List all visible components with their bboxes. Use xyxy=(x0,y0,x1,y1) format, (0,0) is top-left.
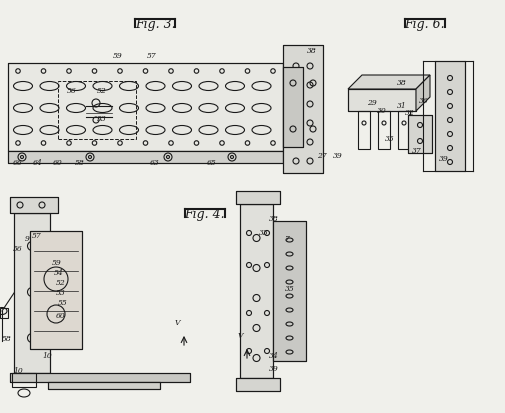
Text: 39: 39 xyxy=(269,365,279,373)
Bar xyxy=(14,213,50,373)
Bar xyxy=(435,61,465,171)
Bar xyxy=(8,151,283,163)
Bar xyxy=(8,151,283,163)
Bar xyxy=(408,115,432,153)
Bar xyxy=(14,213,50,373)
Bar xyxy=(10,373,190,382)
Text: 32: 32 xyxy=(405,109,415,117)
Text: 55: 55 xyxy=(58,299,68,307)
Text: 56: 56 xyxy=(67,87,77,95)
Text: 39: 39 xyxy=(439,155,449,163)
Bar xyxy=(240,204,273,378)
Bar xyxy=(30,231,82,349)
Bar xyxy=(240,204,273,378)
Text: 66: 66 xyxy=(13,159,23,167)
Text: 54: 54 xyxy=(54,269,64,277)
Text: 38: 38 xyxy=(269,215,279,223)
Bar xyxy=(358,111,370,149)
Text: 10: 10 xyxy=(13,367,23,375)
Text: V: V xyxy=(237,332,243,340)
Bar xyxy=(10,197,58,213)
Bar xyxy=(30,231,82,349)
Text: 29: 29 xyxy=(367,99,377,107)
Bar xyxy=(273,221,306,361)
Text: 36: 36 xyxy=(419,97,429,105)
Bar xyxy=(58,81,136,139)
Bar xyxy=(378,111,390,149)
Text: 37: 37 xyxy=(412,147,422,155)
Bar xyxy=(10,373,190,382)
Text: 52: 52 xyxy=(56,279,66,287)
Text: 64: 64 xyxy=(33,159,43,167)
Text: 63: 63 xyxy=(150,159,160,167)
Polygon shape xyxy=(348,75,430,89)
Bar xyxy=(348,89,416,111)
Text: 60: 60 xyxy=(56,312,66,320)
Text: Fig. 4.: Fig. 4. xyxy=(185,208,225,221)
Text: 65: 65 xyxy=(207,159,217,167)
Bar xyxy=(8,63,283,151)
Bar xyxy=(283,67,303,147)
Bar xyxy=(236,378,280,391)
Text: 38: 38 xyxy=(397,79,407,87)
Text: 58: 58 xyxy=(2,335,12,343)
Text: 39: 39 xyxy=(333,152,343,160)
Bar xyxy=(30,231,82,349)
Bar xyxy=(408,115,432,153)
Text: 34: 34 xyxy=(269,352,279,360)
Text: 53: 53 xyxy=(97,115,107,123)
Bar xyxy=(283,45,323,173)
Text: 56: 56 xyxy=(13,245,23,253)
Text: 57: 57 xyxy=(147,52,157,60)
Bar xyxy=(398,111,410,149)
Bar xyxy=(48,382,160,389)
Text: V: V xyxy=(174,319,180,327)
Bar xyxy=(10,197,58,213)
Text: 27: 27 xyxy=(317,152,327,160)
Bar xyxy=(236,378,280,391)
Bar xyxy=(236,191,280,204)
Text: Fig. 6.: Fig. 6. xyxy=(405,18,445,31)
Bar xyxy=(0,308,8,318)
Text: 60: 60 xyxy=(53,159,63,167)
Text: 57: 57 xyxy=(32,232,42,240)
Bar xyxy=(8,63,283,151)
Bar xyxy=(435,61,465,171)
Bar xyxy=(348,89,416,111)
Text: 33: 33 xyxy=(259,229,269,237)
Text: 9: 9 xyxy=(25,235,29,243)
Bar xyxy=(12,373,36,387)
Text: 30: 30 xyxy=(377,107,387,115)
Text: 35: 35 xyxy=(385,135,395,143)
Text: 59: 59 xyxy=(113,52,123,60)
Text: 59: 59 xyxy=(52,259,62,267)
Text: Fig. 3.: Fig. 3. xyxy=(135,18,175,31)
Text: 53: 53 xyxy=(56,289,66,297)
Bar xyxy=(48,382,160,389)
Bar xyxy=(236,191,280,204)
Text: 52: 52 xyxy=(97,87,107,95)
Polygon shape xyxy=(416,75,430,111)
Text: 10: 10 xyxy=(42,352,52,360)
Text: 58: 58 xyxy=(75,159,85,167)
Bar xyxy=(273,221,306,361)
Text: 7: 7 xyxy=(284,235,289,243)
Text: 31: 31 xyxy=(397,102,407,110)
Bar xyxy=(283,67,303,147)
Text: 35: 35 xyxy=(285,285,295,293)
Bar xyxy=(283,45,323,173)
Text: 38: 38 xyxy=(307,47,317,55)
